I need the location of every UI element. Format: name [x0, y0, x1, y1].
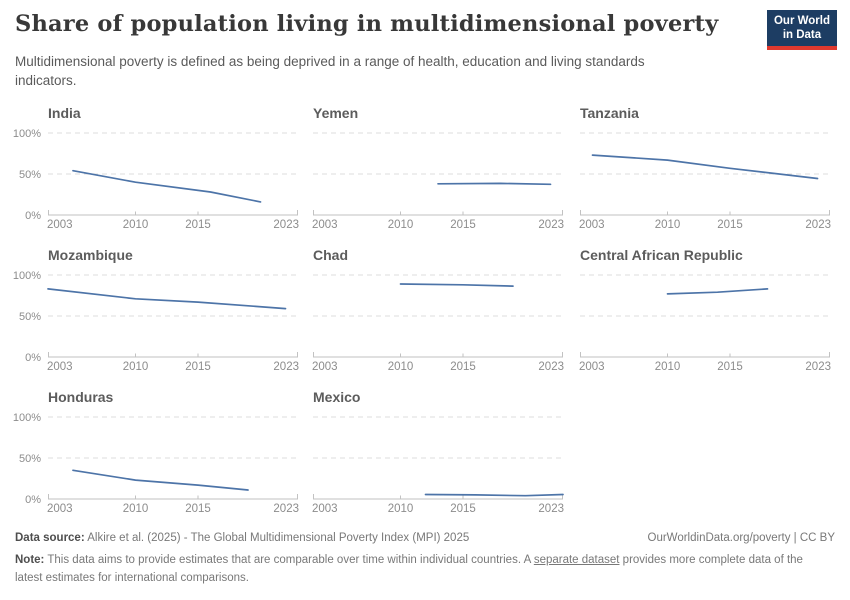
x-tick-label: 2015 [450, 219, 476, 231]
x-tick-label: 2010 [123, 219, 149, 231]
poverty-trend-line [424, 493, 564, 497]
poverty-trend-line [437, 182, 552, 186]
page-title: Share of population living in multidimen… [15, 11, 719, 37]
x-tick-label: 2010 [655, 219, 681, 231]
x-tick-label: 2023 [273, 361, 299, 373]
x-tick-label: 2015 [185, 219, 211, 231]
y-tick-label: 100% [13, 270, 41, 282]
facet-plot: 2003 2010 2015 2023 [579, 132, 831, 231]
chart-note: Note: This data aims to provide estimate… [15, 551, 807, 587]
x-tick-label: 2010 [123, 361, 149, 373]
data-source-value: Alkire et al. (2025) - The Global Multid… [84, 532, 470, 544]
facet-title: Tanzania [580, 105, 639, 121]
x-tick-label: 2015 [717, 219, 743, 231]
data-source-text: Data source: Alkire et al. (2025) - The … [15, 529, 469, 547]
owid-logo-line1: Our World [773, 15, 830, 27]
poverty-trend-line [666, 288, 769, 295]
facet-title: Mexico [313, 389, 361, 405]
x-tick-label: 2023 [538, 361, 564, 373]
facet-plot: 2003 2010 2015 2023 [312, 274, 564, 373]
owid-logo[interactable]: Our World in Data [766, 10, 837, 50]
x-tick-label: 2003 [312, 503, 338, 515]
x-tick-label: 2015 [185, 503, 211, 515]
facet-title: Mozambique [48, 247, 133, 263]
facet-plot: 2003 2010 2015 2023 [312, 416, 564, 515]
x-tick-label: 2010 [388, 503, 414, 515]
y-tick-label: 100% [13, 128, 41, 140]
x-tick-label: 2010 [388, 219, 414, 231]
separate-dataset-link[interactable]: separate dataset [533, 554, 620, 566]
x-tick-label: 2003 [47, 503, 73, 515]
owid-logo-line2: in Data [782, 28, 822, 41]
facet-india: India 2003 2010 2015 2023 0% 50% 100% [13, 104, 299, 234]
note-text-after: provides more complete data of the lates… [15, 554, 803, 584]
y-tick-label: 100% [13, 412, 41, 424]
poverty-trend-line [72, 469, 249, 491]
facet-mexico: Mexico 2003 2010 2015 2023 [312, 388, 564, 518]
poverty-trend-line [591, 154, 819, 180]
poverty-trend-line [72, 169, 262, 203]
x-tick-label: 2023 [805, 361, 831, 373]
x-tick-label: 2003 [579, 219, 605, 231]
x-tick-label: 2010 [655, 361, 681, 373]
poverty-trend-line [399, 283, 514, 287]
x-tick-label: 2015 [450, 503, 476, 515]
facet-mozambique: Mozambique 2003 2010 2015 2023 0% 50% 100% [13, 246, 299, 376]
x-tick-label: 2015 [717, 361, 743, 373]
facet-yemen: Yemen 2003 2010 2015 2023 [312, 104, 564, 234]
y-tick-label: 50% [19, 169, 41, 181]
facet-plot: 2003 2010 2015 2023 0% 50% 100% [13, 128, 299, 231]
data-source-label: Data source: [15, 532, 85, 544]
facet-title: Chad [313, 247, 348, 263]
x-tick-label: 2023 [805, 219, 831, 231]
facet-plot: 2003 2010 2015 2023 0% 50% 100% [13, 412, 299, 515]
x-tick-label: 2010 [123, 503, 149, 515]
y-tick-label: 50% [19, 311, 41, 323]
x-tick-label: 2023 [273, 503, 299, 515]
y-tick-label: 0% [25, 210, 41, 222]
x-tick-label: 2003 [312, 361, 338, 373]
facet-title: Honduras [48, 389, 114, 405]
facet-chad: Chad 2003 2010 2015 2023 [312, 246, 564, 376]
note-label: Note: [15, 554, 45, 566]
facet-central-african-republic: Central African Republic 2003 2010 2015 2023 [579, 246, 831, 376]
x-tick-label: 2010 [388, 361, 414, 373]
x-tick-label: 2023 [538, 503, 564, 515]
x-tick-label: 2003 [47, 361, 73, 373]
x-tick-label: 2003 [47, 219, 73, 231]
footer-source-row: Data source: Alkire et al. (2025) - The … [15, 529, 835, 547]
owid-attribution-link[interactable]: OurWorldinData.org/poverty | CC BY [647, 532, 835, 544]
facet-plot: 2003 2010 2015 2023 [579, 274, 831, 373]
facet-title: Yemen [313, 105, 359, 121]
facet-plot: 2003 2010 2015 2023 0% 50% 100% [13, 270, 299, 373]
y-tick-label: 50% [19, 453, 41, 465]
x-tick-label: 2015 [185, 361, 211, 373]
y-tick-label: 0% [25, 494, 41, 506]
facet-honduras: Honduras 2003 2010 2015 2023 0% 50% 100% [13, 388, 299, 518]
poverty-trend-line [47, 288, 287, 310]
x-tick-label: 2023 [538, 219, 564, 231]
facet-title: Central African Republic [580, 247, 743, 263]
x-tick-label: 2003 [579, 361, 605, 373]
facet-plot: 2003 2010 2015 2023 [312, 132, 564, 231]
facet-tanzania: Tanzania 2003 2010 2015 2023 [579, 104, 831, 234]
facet-title: India [48, 105, 81, 121]
x-tick-label: 2015 [450, 361, 476, 373]
y-tick-label: 0% [25, 352, 41, 364]
note-text-before: This data aims to provide estimates that… [44, 554, 534, 566]
chart-subtitle: Multidimensional poverty is defined as b… [15, 54, 645, 88]
x-tick-label: 2023 [273, 219, 299, 231]
x-tick-label: 2003 [312, 219, 338, 231]
